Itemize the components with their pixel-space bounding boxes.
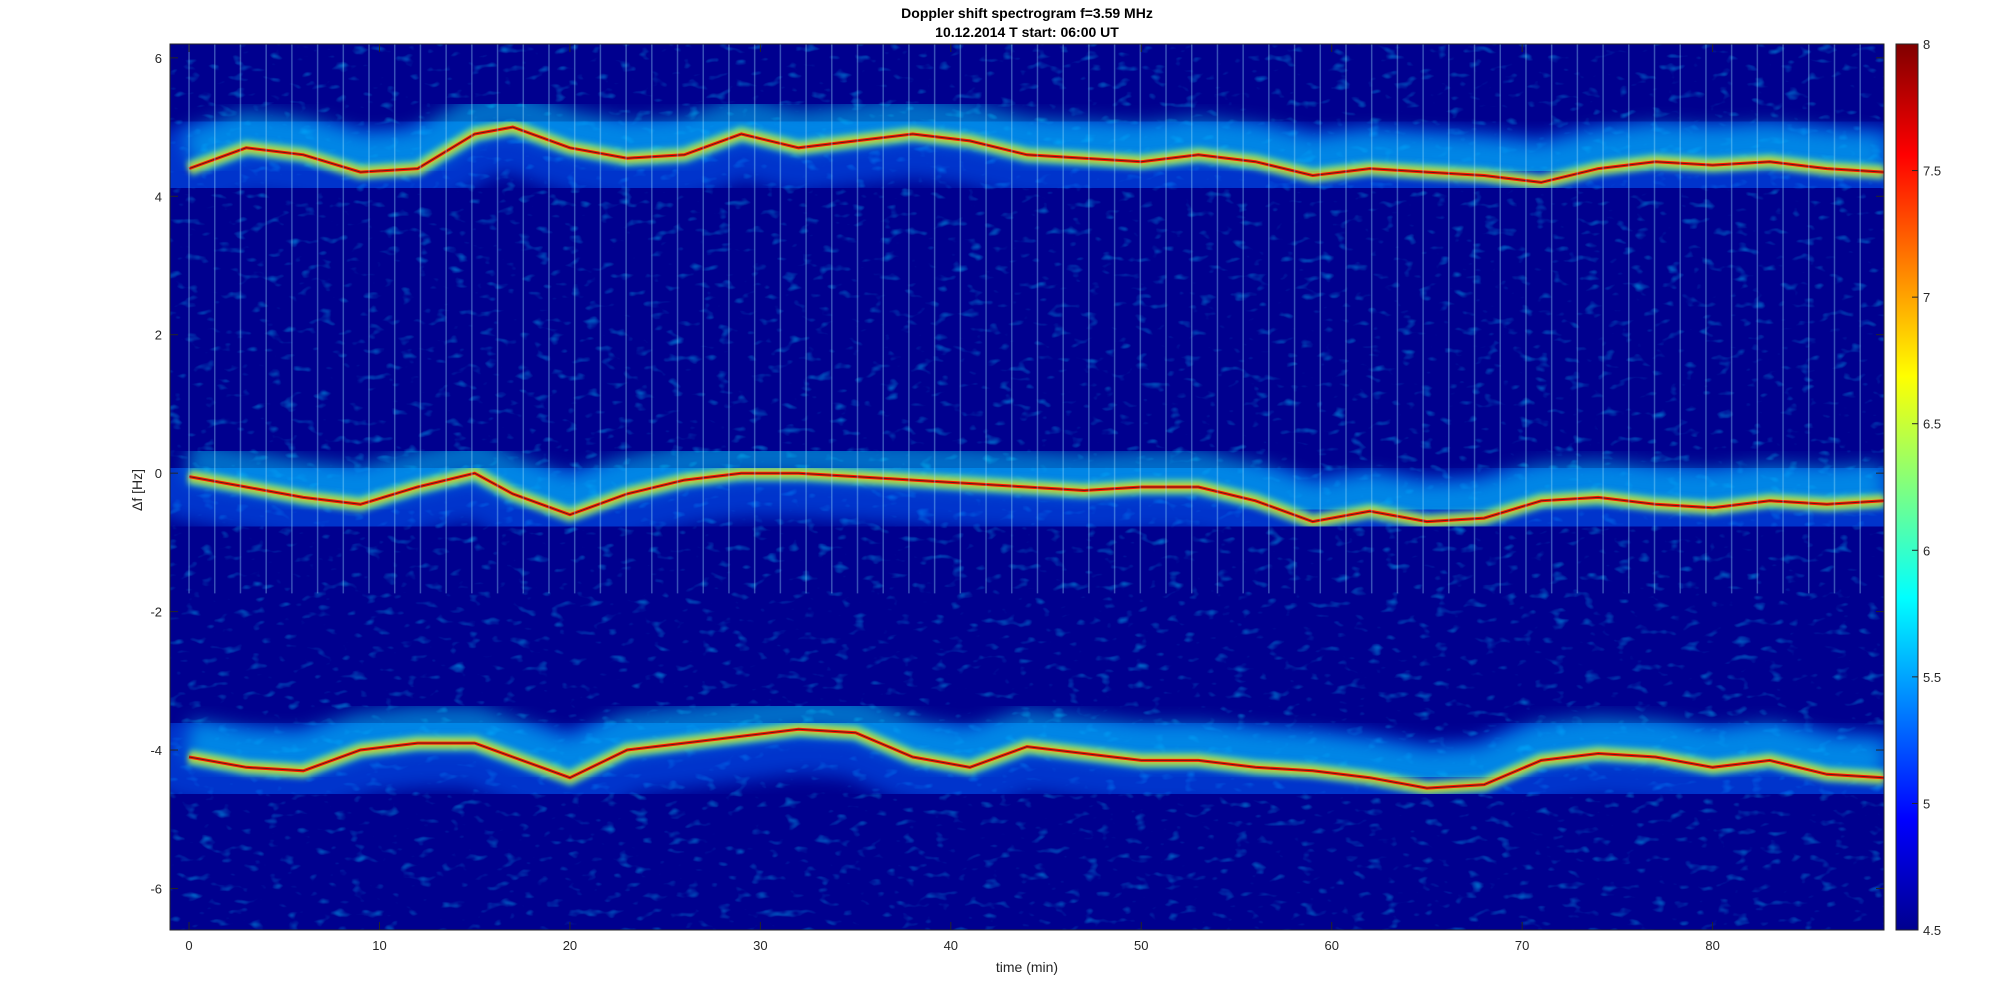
x-tick-label: 0 bbox=[185, 938, 192, 953]
y-axis-label: Δf [Hz] bbox=[129, 469, 145, 511]
band-upper-glow bbox=[182, 89, 1884, 186]
colorbar-tick-label: 7.5 bbox=[1923, 164, 1941, 179]
x-tick-label: 70 bbox=[1515, 938, 1529, 953]
band-upper bbox=[170, 80, 1884, 229]
vertical-interference-stripes bbox=[188, 44, 1861, 594]
x-tick-label: 20 bbox=[563, 938, 577, 953]
colorbar bbox=[1895, 43, 1919, 931]
band-center-trace bbox=[188, 472, 1884, 523]
x-tick-label: 30 bbox=[753, 938, 767, 953]
chart-subtitle: 10.12.2014 T start: 06:00 UT bbox=[935, 24, 1119, 40]
x-tick-label: 50 bbox=[1134, 938, 1148, 953]
y-tick-label: 6 bbox=[155, 51, 162, 66]
signal-bands bbox=[170, 80, 1884, 834]
y-tick-label: 4 bbox=[155, 189, 162, 204]
chart-title: Doppler shift spectrogram f=3.59 MHz bbox=[901, 5, 1153, 21]
colorbar-tick-label: 6 bbox=[1923, 543, 1930, 558]
colorbar-tick-label: 7 bbox=[1923, 290, 1930, 305]
colorbar-tick-label: 8 bbox=[1923, 37, 1930, 52]
x-axis-ticks: 0 10 20 30 40 50 60 70 80 bbox=[185, 44, 1720, 953]
band-center-glow bbox=[185, 434, 1884, 525]
x-axis-label: time (min) bbox=[996, 959, 1058, 975]
x-tick-label: 10 bbox=[372, 938, 386, 953]
y-tick-label: 0 bbox=[155, 466, 162, 481]
plot-frame bbox=[169, 43, 1885, 931]
y-tick-label: -6 bbox=[150, 881, 162, 896]
y-axis-ticks: -6 -4 -2 0 2 4 6 bbox=[150, 51, 1884, 896]
y-tick-label: 2 bbox=[155, 328, 162, 343]
x-tick-label: 80 bbox=[1705, 938, 1719, 953]
band-lower bbox=[170, 684, 1884, 834]
band-center bbox=[170, 425, 1884, 569]
colorbar-tick-label: 5.5 bbox=[1923, 670, 1941, 685]
colorbar-tick-label: 5 bbox=[1923, 796, 1930, 811]
x-tick-label: 60 bbox=[1324, 938, 1338, 953]
spectrogram-plot-area bbox=[170, 44, 1884, 930]
y-tick-label: -2 bbox=[150, 605, 162, 620]
x-tick-label: 40 bbox=[944, 938, 958, 953]
y-tick-label: -4 bbox=[150, 743, 162, 758]
colorbar-tick-label: 4.5 bbox=[1923, 923, 1941, 938]
band-lower-glow bbox=[185, 691, 1884, 791]
band-upper-trace bbox=[188, 126, 1884, 183]
colorbar-ticks: 4.5 5 5.5 6 6.5 7 7.5 8 bbox=[1912, 37, 1941, 938]
band-lower-trace bbox=[188, 728, 1884, 789]
colorbar-tick-label: 6.5 bbox=[1923, 417, 1941, 432]
